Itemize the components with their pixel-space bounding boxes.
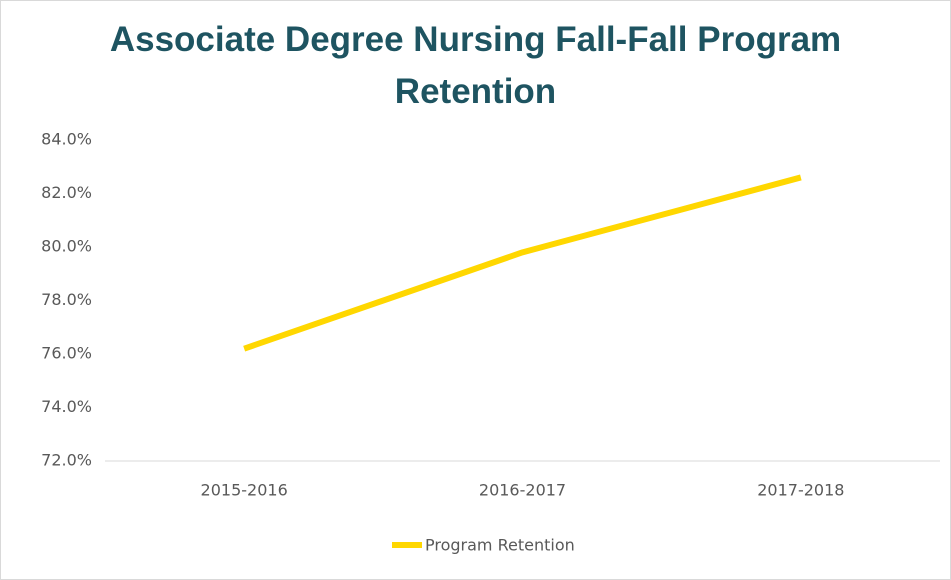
chart-title: Associate Degree Nursing Fall-Fall Progr… bbox=[109, 20, 842, 111]
y-tick-label: 84.0% bbox=[41, 130, 92, 149]
y-tick-label: 78.0% bbox=[41, 290, 92, 309]
x-tick-label: 2017-2018 bbox=[757, 481, 844, 500]
title-box: Associate Degree Nursing Fall-Fall Progr… bbox=[0, 14, 951, 118]
x-tick-label: 2016-2017 bbox=[479, 481, 566, 500]
series-line bbox=[243, 174, 802, 352]
y-tick-label: 80.0% bbox=[41, 237, 92, 256]
legend-label: Program Retention bbox=[425, 536, 575, 555]
y-tick-label: 74.0% bbox=[41, 397, 92, 416]
y-tick-label: 76.0% bbox=[41, 344, 92, 363]
x-tick-label: 2015-2016 bbox=[201, 481, 288, 500]
y-tick-label: 72.0% bbox=[41, 451, 92, 470]
y-tick-label: 82.0% bbox=[41, 183, 92, 202]
